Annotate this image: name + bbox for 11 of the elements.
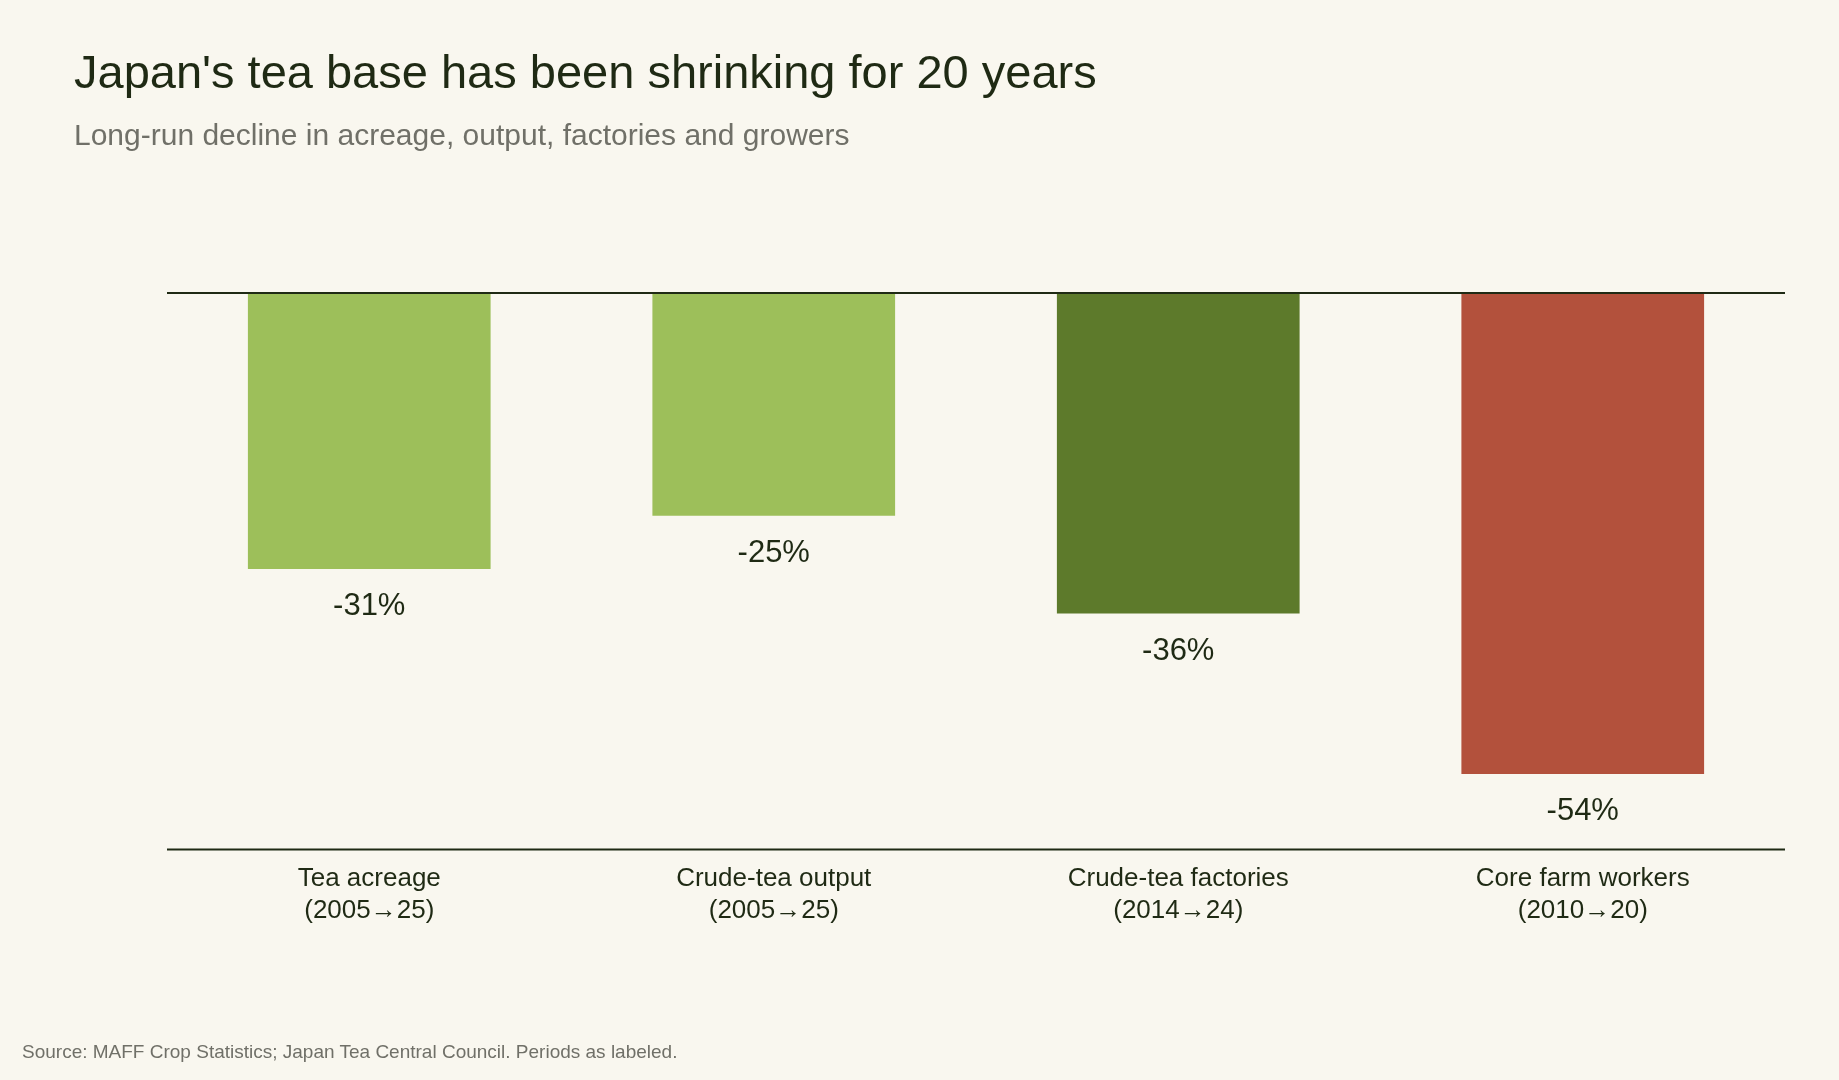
x-tick-label: Crude-tea factories (2014→24)	[1067, 862, 1289, 924]
data-label: -36%	[1142, 631, 1215, 667]
x-tick-label: Crude-tea output (2005→25)	[676, 862, 873, 924]
source-note: Source: MAFF Crop Statistics; Japan Tea Central Council. Periods as labeled.	[22, 1041, 678, 1063]
data-label: -31%	[333, 587, 406, 623]
chart-subtitle: Long-run decline in acreage, output, factories and growers	[74, 118, 850, 152]
chart-title: Japan's tea base has been shrinking for 20 years	[74, 44, 1097, 99]
x-tick-label: Core farm workers (2010→20)	[1475, 862, 1690, 924]
x-tick-label: Tea acreage (2005→25)	[297, 862, 441, 924]
data-label: -54%	[1546, 791, 1619, 827]
data-label: -25%	[737, 533, 810, 569]
